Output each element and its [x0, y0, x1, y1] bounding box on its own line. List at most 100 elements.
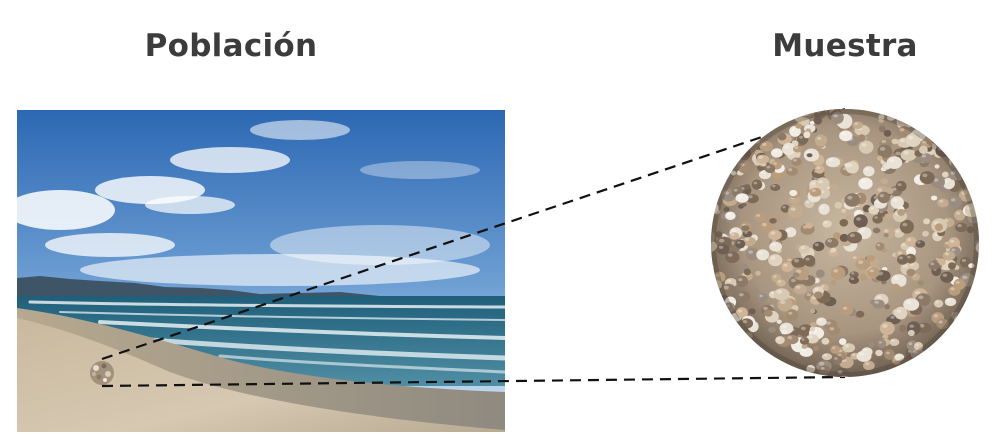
sand-grain — [741, 202, 747, 207]
sand-grain — [971, 193, 978, 199]
sand-grain — [715, 231, 723, 238]
sand-grain-highlight — [753, 181, 758, 185]
sand-grain-highlight — [918, 295, 924, 300]
sand-grain-highlight — [805, 200, 810, 204]
sand-grain — [875, 349, 883, 357]
sand-grain-highlight — [879, 194, 885, 198]
sand-grain — [763, 309, 773, 317]
sand-grain — [805, 222, 813, 229]
sand-grain-highlight — [930, 262, 935, 266]
sand-grain — [853, 214, 868, 228]
sand-grain — [735, 193, 749, 203]
sand-grain — [711, 240, 717, 252]
sand-grain — [906, 268, 916, 277]
sand-grain — [948, 262, 956, 270]
sand-grain-highlight — [899, 128, 905, 132]
sand-grain-highlight — [794, 258, 799, 263]
sand-grain — [773, 288, 790, 301]
sand-grain — [814, 291, 823, 299]
sand-grain — [863, 360, 875, 371]
sand-grain-highlight — [719, 238, 725, 243]
sand-grain — [756, 154, 770, 164]
sand-grain — [971, 197, 978, 202]
sand-grain-highlight — [715, 273, 720, 277]
sand-grain — [856, 310, 865, 318]
sand-grain — [773, 119, 781, 125]
sand-grain-highlight — [723, 285, 729, 290]
sand-grain — [937, 198, 949, 208]
sand-grain-highlight — [827, 239, 833, 243]
sand-grain — [855, 258, 871, 270]
sand-grain — [756, 249, 770, 261]
sand-grain — [777, 297, 793, 312]
sand-grain-highlight — [707, 243, 711, 246]
sand-grain — [933, 299, 944, 308]
sand-grain — [806, 153, 813, 158]
sand-grain — [877, 339, 887, 349]
sand-grain — [940, 271, 954, 283]
sand-grain-highlight — [933, 314, 939, 318]
sand-grain — [884, 213, 893, 220]
sand-grain-highlight — [777, 280, 782, 283]
sand-grain — [849, 271, 859, 279]
sand-grain — [923, 218, 931, 225]
sand-grain — [784, 227, 797, 238]
sand-grain-highlight — [814, 287, 819, 291]
sand-grain-highlight — [762, 222, 767, 227]
sand-grain — [877, 191, 890, 204]
sand-grain — [844, 193, 860, 207]
sand-grain — [825, 237, 839, 248]
sand-grain — [815, 269, 825, 278]
sand-grain — [757, 292, 768, 302]
sand-grain-highlight — [962, 275, 968, 280]
sand-grain-highlight — [841, 132, 847, 136]
sand-grain — [746, 194, 759, 204]
sand-grain — [915, 293, 931, 306]
sand-grain-highlight — [955, 281, 960, 284]
sand-grain-highlight — [782, 206, 786, 209]
sand-grain — [810, 308, 816, 314]
sand-grain — [848, 276, 860, 285]
sand-grain — [839, 130, 853, 142]
sand-grain-highlight — [909, 324, 915, 328]
sand-grain-highlight — [771, 243, 776, 247]
sand-grain — [721, 283, 736, 296]
sand-grain — [816, 317, 827, 326]
sand-grain — [806, 334, 819, 344]
sand-grain-highlight — [855, 211, 859, 214]
sand-grain-highlight — [727, 279, 732, 283]
sand-grain — [878, 118, 884, 123]
sand-grain-highlight — [721, 307, 727, 312]
sand-grain-highlight — [802, 109, 808, 110]
sand-grain — [905, 253, 916, 264]
sample-spot — [90, 361, 114, 385]
sand-grain — [847, 231, 862, 244]
sand-grain — [814, 165, 825, 174]
sand-grain-highlight — [786, 229, 791, 232]
sand-grain — [741, 156, 748, 161]
sand-grain — [831, 111, 844, 124]
sand-grain-highlight — [858, 260, 864, 264]
sand-grain — [730, 170, 737, 176]
sand-grain — [934, 223, 944, 232]
sand-grain-highlight — [829, 327, 835, 331]
sand-grain-highlight — [761, 142, 767, 146]
sand-grain — [839, 233, 849, 242]
sand-grain — [743, 268, 751, 276]
sand-grain — [839, 338, 847, 345]
sand-grain-highlight — [731, 233, 735, 236]
sand-grain-highlight — [726, 304, 730, 308]
sand-grain — [900, 149, 917, 161]
sand-grain-highlight — [950, 158, 955, 162]
sand-grain — [948, 195, 962, 208]
connector-lines — [101, 107, 846, 388]
sand-grain — [899, 324, 907, 332]
sand-grain — [768, 229, 782, 241]
sand-grain — [942, 250, 956, 261]
sand-grain — [878, 125, 886, 133]
sand-grain — [782, 142, 796, 156]
sand-grain — [768, 326, 776, 333]
sand-grain-highlight — [860, 179, 866, 184]
sand-grain-highlight — [705, 234, 709, 237]
sand-grain — [755, 270, 761, 276]
